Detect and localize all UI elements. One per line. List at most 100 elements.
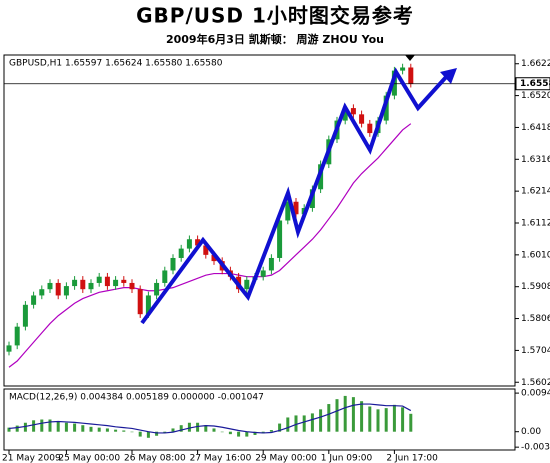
candle-body: [260, 270, 266, 277]
macd-bar: [32, 420, 36, 432]
x-tick-label: 25 May 00:00: [58, 454, 120, 463]
macd-bar: [253, 431, 257, 435]
macd-bar: [237, 431, 241, 437]
macd-bar: [196, 422, 200, 432]
candle-body: [367, 123, 373, 134]
macd-bar: [130, 431, 134, 433]
macd-bar: [360, 401, 364, 432]
candle-body: [154, 282, 160, 296]
candle-body: [350, 108, 356, 115]
candle-body: [277, 220, 283, 258]
y-tick-label: 1.5602: [521, 378, 550, 388]
x-tick-label: 1 Jun 09:00: [321, 454, 373, 463]
price-panel: [3, 54, 516, 387]
candle-body: [22, 304, 28, 327]
macd-bar: [401, 407, 405, 432]
current-price-box: [515, 77, 550, 91]
macd-bar: [269, 430, 273, 432]
arrow-head: [440, 68, 457, 84]
annotation: [140, 55, 457, 325]
macd-bar: [343, 395, 347, 432]
candle-body: [195, 239, 201, 246]
macd-bar: [48, 419, 52, 432]
macd-bar: [105, 428, 109, 432]
candle-body: [129, 282, 135, 290]
candle-body: [408, 67, 414, 84]
macd-bar: [384, 408, 388, 432]
marker: [405, 55, 415, 61]
candle-body: [137, 289, 143, 315]
candle-body: [268, 257, 274, 271]
y-tick-label: 1.5806: [521, 314, 550, 324]
macd-bar: [286, 417, 290, 432]
candle-body: [14, 326, 20, 346]
candle-body: [47, 282, 53, 290]
candle-body: [145, 295, 151, 315]
candle-body: [55, 282, 61, 296]
y-tick-label: 1.5908: [521, 282, 550, 292]
y-tick-label: 1.6520: [521, 91, 550, 101]
macd-bar: [187, 422, 191, 432]
candle-body: [186, 239, 192, 249]
macd-bar: [23, 422, 27, 432]
macd-bar: [245, 431, 249, 437]
chart-subtitle: 2009年6月3日 凯斯顿： 周游 ZHOU You: [166, 32, 384, 46]
candle-body: [162, 270, 168, 283]
macd-bar: [179, 425, 183, 432]
candle-body: [359, 114, 365, 124]
candle-body: [104, 276, 110, 287]
candle-body: [285, 201, 291, 221]
macd-bar: [146, 431, 150, 438]
current-price-label: 1.6558: [520, 79, 550, 89]
macd-bar: [81, 425, 85, 432]
macd-bar: [327, 404, 331, 432]
candle-body: [342, 108, 348, 121]
macd-panel: [3, 388, 516, 451]
candle-body: [39, 289, 45, 296]
candle-body: [88, 282, 94, 290]
macd-bar: [335, 399, 339, 432]
y-tick-label: 1.6316: [521, 155, 550, 165]
candle-body: [113, 279, 119, 287]
macd-bar: [278, 423, 282, 432]
macd-bar: [114, 429, 118, 432]
macd-bar: [228, 431, 232, 435]
macd-bar: [122, 430, 126, 432]
macd-bar: [89, 426, 93, 432]
candle-body: [31, 295, 37, 305]
y-tick-label: 1.6622: [521, 59, 550, 69]
candle-body: [383, 95, 389, 121]
macd-bar: [310, 413, 314, 432]
macd-bar: [7, 427, 11, 432]
macd-bar: [97, 427, 101, 432]
macd-bar: [302, 415, 306, 432]
macd-bar: [376, 409, 380, 432]
macd-bar: [204, 425, 208, 432]
macd-bar: [73, 423, 77, 432]
candle-body: [203, 245, 209, 255]
macd-bar: [64, 422, 68, 432]
candle-body: [63, 286, 69, 296]
y-tick-label: 1.6418: [521, 123, 550, 133]
series-header: GBPUSD,H1 1.65597 1.65624 1.65580 1.6558…: [9, 59, 223, 69]
macd-bar: [212, 428, 216, 432]
candle-body: [244, 279, 250, 290]
macd-bar: [368, 406, 372, 432]
x-tick-label: 27 May 16:00: [190, 454, 252, 463]
macd-bar: [409, 413, 413, 432]
macd-bar: [319, 409, 323, 432]
signal-line: [8, 403, 412, 434]
macd-bar: [56, 421, 60, 432]
candle-body: [121, 279, 127, 283]
y-tick-label: 1.5704: [521, 346, 550, 356]
candle-body: [400, 67, 406, 71]
x-tick-label: 29 May 00:00: [255, 454, 317, 463]
macd-bar: [294, 415, 298, 432]
macd-bar: [40, 419, 44, 432]
macd-bar: [138, 431, 142, 437]
zigzag-arrow: [140, 67, 449, 325]
candle-body: [293, 201, 299, 215]
plot: 1.6622 1.6520 1.6418 1.6316 1.6214 1.6112 1.60…: [2, 59, 550, 463]
